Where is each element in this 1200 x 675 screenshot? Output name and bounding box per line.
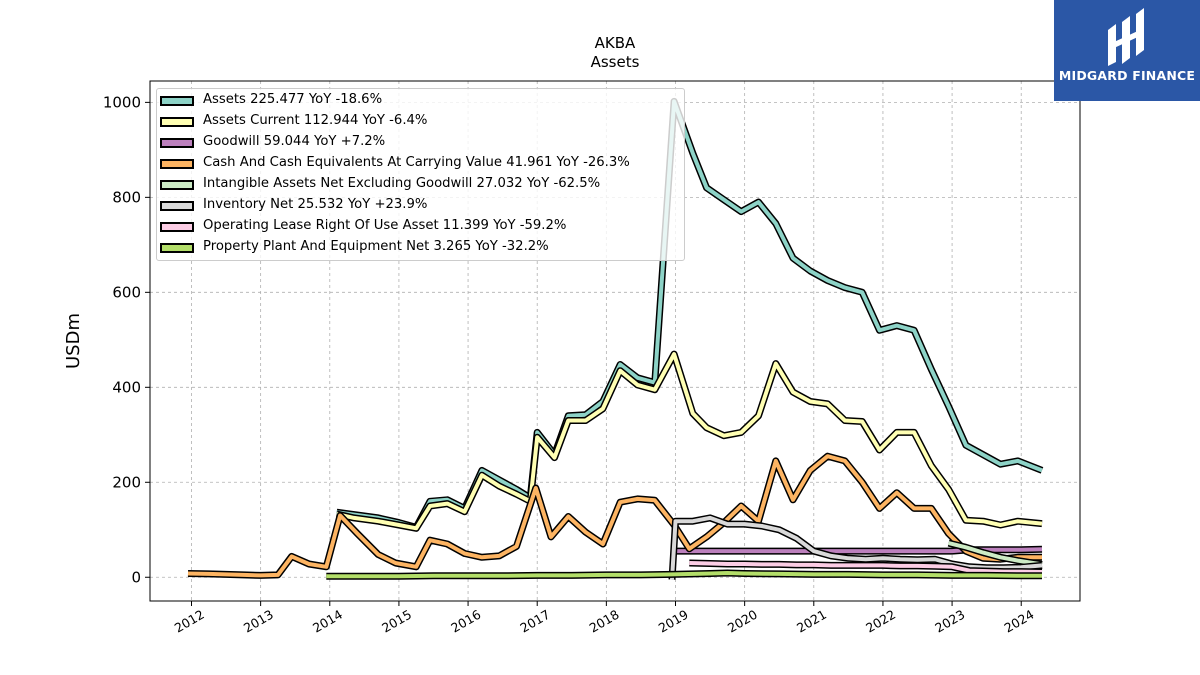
x-axis: 2012 2013 2014 2015 2016 2017 2018 2019 2020 2021… — [172, 601, 1037, 636]
series-goodwill — [672, 545, 1043, 555]
legend-swatch — [160, 201, 194, 211]
series-line — [326, 571, 1042, 579]
series-line — [336, 352, 1043, 531]
brand-logo: MIDGARD FINANCE — [1054, 0, 1200, 101]
x-tick-label: 2014 — [310, 607, 345, 636]
x-tick-label: 2017 — [517, 607, 552, 636]
legend-item: Property Plant And Equipment Net 3.265 Y… — [157, 238, 686, 258]
legend-item: Assets Current 112.944 YoY -6.4% — [157, 112, 686, 132]
plot-area-frame — [149, 80, 1081, 602]
x-tick-label: 2021 — [794, 607, 829, 636]
legend-swatch — [160, 159, 194, 169]
legend-label: Goodwill 59.044 YoY +7.2% — [203, 134, 386, 149]
y-axis: 0 200 400 600 800 1000 — [103, 93, 150, 586]
x-tick-label: 2018 — [587, 607, 622, 636]
legend-item: Cash And Cash Equivalents At Carrying Va… — [157, 154, 686, 174]
series-line — [672, 547, 1043, 554]
legend-label: Property Plant And Equipment Net 3.265 Y… — [203, 239, 549, 254]
series-line — [670, 515, 1043, 580]
legend-swatch — [160, 243, 194, 253]
series-property-plant-and-equipment-net — [326, 569, 1042, 580]
legend-label: Cash And Cash Equivalents At Carrying Va… — [203, 155, 630, 170]
legend-label: Assets Current 112.944 YoY -6.4% — [203, 113, 428, 128]
x-tick-label: 2015 — [379, 607, 414, 636]
x-tick-label: 2013 — [241, 607, 276, 636]
legend-label: Assets 225.477 YoY -18.6% — [203, 92, 383, 107]
x-tick-label: 2012 — [172, 607, 207, 636]
legend-swatch — [160, 138, 194, 148]
legend-label: Operating Lease Right Of Use Asset 11.39… — [203, 218, 567, 233]
x-tick-label: 2019 — [656, 607, 691, 636]
series-line — [689, 561, 1043, 574]
series-inventory-net — [668, 514, 1043, 580]
y-tick-label: 600 — [112, 283, 141, 301]
y-tick-label: 0 — [131, 568, 141, 586]
y-axis-label: USDm — [63, 313, 84, 369]
series-assets-current — [335, 350, 1043, 532]
y-tick-label: 400 — [112, 378, 141, 396]
chart-title: AKBA — [595, 34, 636, 52]
legend-item: Assets 225.477 YoY -18.6% — [157, 91, 686, 111]
legend-label: Inventory Net 25.532 YoY +23.9% — [203, 197, 428, 212]
y-tick-label: 200 — [112, 473, 141, 491]
x-tick-label: 2023 — [932, 607, 967, 636]
legend-swatch — [160, 117, 194, 127]
series-operating-lease-right-of-use-asset — [689, 559, 1043, 576]
y-tick-label: 800 — [112, 188, 141, 206]
legend-item: Goodwill 59.044 YoY +7.2% — [157, 133, 686, 153]
legend-label: Intangible Assets Net Excluding Goodwill… — [203, 176, 601, 191]
legend-item: Inventory Net 25.532 YoY +23.9% — [157, 196, 686, 216]
x-tick-label: 2020 — [725, 607, 760, 636]
series-intangible-assets-net-excluding-goodwill — [947, 539, 1043, 568]
series-cash-and-cash-equivalents-at-carrying-value — [187, 452, 1042, 579]
legend: Assets 225.477 YoY -18.6% Assets Current … — [156, 88, 685, 261]
logo-mark-icon — [1108, 8, 1144, 66]
x-tick-label: 2016 — [448, 607, 483, 636]
legend-swatch — [160, 96, 194, 106]
x-tick-label: 2024 — [1001, 607, 1036, 636]
legend-item: Intangible Assets Net Excluding Goodwill… — [157, 175, 686, 195]
legend-swatch — [160, 180, 194, 190]
legend-swatch — [160, 222, 194, 232]
x-tick-label: 2022 — [863, 607, 898, 636]
series-line — [948, 541, 1043, 567]
chart-subtitle: Assets — [591, 53, 640, 71]
y-tick-label: 1000 — [103, 93, 141, 111]
legend-item: Operating Lease Right Of Use Asset 11.39… — [157, 217, 686, 237]
series-line — [187, 454, 1042, 578]
brand-name: MIDGARD FINANCE — [1058, 68, 1196, 83]
